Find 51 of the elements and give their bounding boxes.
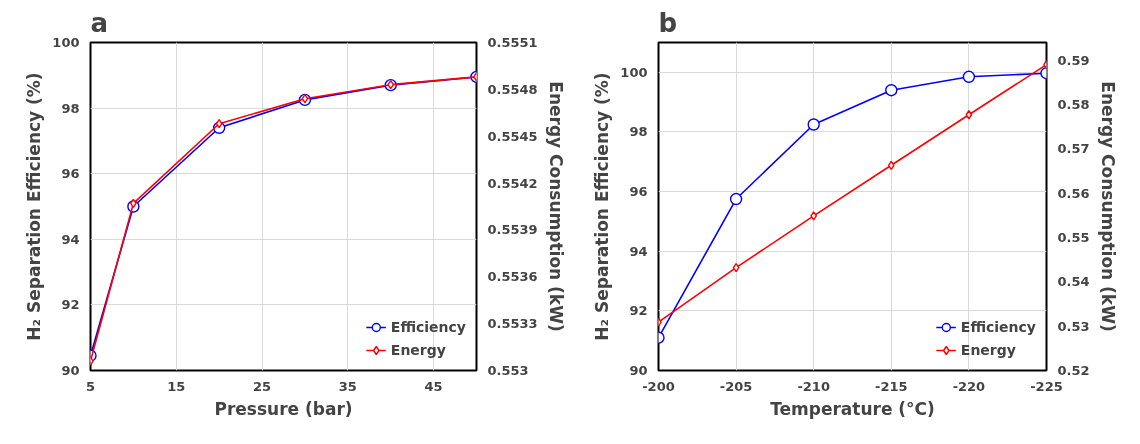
y2-tick-label: 0.52 <box>1057 363 1090 378</box>
x-tick-label: -215 <box>875 378 908 394</box>
y-tick-label: 96 <box>629 184 648 200</box>
y-tick-label: 96 <box>61 166 80 182</box>
x-tick-label: -225 <box>1030 378 1063 394</box>
x-tick-label: -200 <box>642 378 675 394</box>
x-tick-label: 5 <box>85 378 96 394</box>
y2-tick-label: 0.5545 <box>487 128 538 144</box>
chart-title: a <box>90 7 109 38</box>
legend-label: Energy <box>960 342 1016 358</box>
y2-tick-label: 0.553 <box>487 363 529 378</box>
x-axis-title: Pressure (bar) <box>214 398 353 419</box>
x-tick-label: 15 <box>167 378 186 394</box>
y2-tick-label: 0.5536 <box>487 269 538 285</box>
y-tick-label: 100 <box>620 64 648 80</box>
y2-tick-label: 0.5533 <box>487 316 538 332</box>
y2-tick-label: 0.5551 <box>487 35 538 50</box>
y-tick-label: 90 <box>629 363 648 378</box>
y2-tick-label: 0.58 <box>1057 97 1090 113</box>
y2-tick-label: 0.59 <box>1057 52 1090 68</box>
legend-label: Energy <box>390 342 446 358</box>
legend-label: Efficiency <box>390 319 466 335</box>
y-axis-title: H₂ Separation Efficiency (%) <box>24 72 45 341</box>
y2-tick-label: 0.5548 <box>487 81 538 97</box>
y2-axis-title: Energy Consumption (kW) <box>545 81 566 332</box>
y-tick-label: 98 <box>629 124 648 140</box>
x-tick-label: -205 <box>719 378 753 394</box>
y-tick-label: 98 <box>61 100 80 116</box>
chart-title: b <box>658 7 678 38</box>
y2-tick-label: 0.5542 <box>487 175 538 191</box>
y2-tick-label: 0.57 <box>1057 141 1090 157</box>
y-tick-label: 94 <box>629 243 648 259</box>
y-tick-label: 92 <box>629 303 648 319</box>
y2-tick-label: 0.54 <box>1057 274 1090 290</box>
y2-tick-label: 0.5539 <box>487 222 538 238</box>
x-tick-label: 25 <box>253 378 272 394</box>
x-tick-label: -220 <box>952 378 986 394</box>
y-tick-label: 94 <box>61 231 80 247</box>
x-tick-label: -210 <box>797 378 830 394</box>
y2-axis-title: Energy Consumption (kW) <box>1097 81 1118 332</box>
legend-label: Efficiency <box>960 319 1036 335</box>
y-axis-title: H₂ Separation Efficiency (%) <box>592 72 613 341</box>
y-tick-label: 100 <box>52 35 80 50</box>
y-tick-label: 90 <box>61 363 80 378</box>
y2-tick-label: 0.55 <box>1057 230 1090 246</box>
x-tick-label: 45 <box>424 378 443 394</box>
y-tick-label: 92 <box>61 297 80 313</box>
y2-tick-label: 0.53 <box>1057 318 1090 334</box>
x-axis-title: Temperature (°C) <box>770 398 935 419</box>
y2-tick-label: 0.56 <box>1057 185 1090 201</box>
x-tick-label: 35 <box>338 378 357 394</box>
